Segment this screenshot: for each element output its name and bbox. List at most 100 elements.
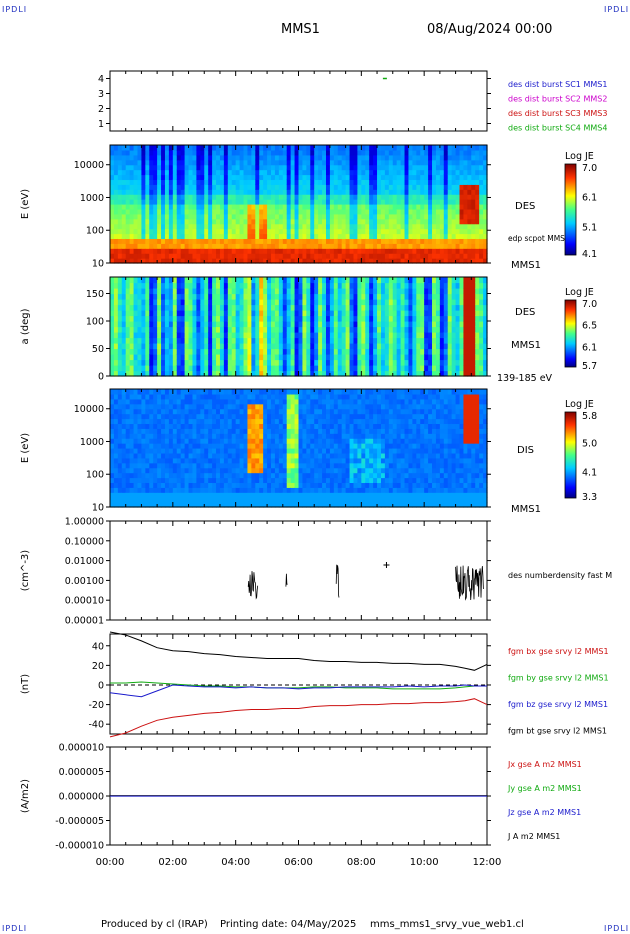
heatmap-cell <box>361 189 366 195</box>
heatmap-cell <box>306 370 311 377</box>
heatmap-cell <box>400 354 406 361</box>
heatmap-cell <box>380 208 386 215</box>
heatmap-cell <box>286 258 292 264</box>
heatmap-cell <box>365 359 370 366</box>
heatmap-cell <box>164 154 170 161</box>
heatmap-cell <box>231 248 237 254</box>
heatmap-cell <box>125 452 131 459</box>
heatmap-cell <box>212 482 217 488</box>
heatmap-cell <box>227 370 233 377</box>
heatmap-cell <box>188 238 194 244</box>
heatmap-cell <box>439 354 445 361</box>
heatmap-cell <box>325 359 331 366</box>
heatmap-cell <box>125 467 131 474</box>
heatmap-cell <box>113 418 119 425</box>
heatmap-cell <box>329 208 335 215</box>
heatmap-cell <box>428 343 433 350</box>
heatmap-cell <box>377 145 382 151</box>
heatmap-cell <box>145 398 150 405</box>
heatmap-cell <box>325 253 331 259</box>
heatmap-cell <box>325 293 331 300</box>
heatmap-cell <box>349 343 355 350</box>
heatmap-cell <box>216 315 221 322</box>
heatmap-cell <box>212 359 217 366</box>
heatmap-cell <box>404 218 410 225</box>
heatmap-cell <box>325 354 331 361</box>
heatmap-cell <box>384 326 390 333</box>
heatmap-cell <box>318 315 323 322</box>
heatmap-cell <box>168 310 174 317</box>
heatmap-cell <box>243 213 249 220</box>
heatmap-cell <box>255 199 260 205</box>
heatmap-cell <box>274 149 280 156</box>
heatmap-cell <box>235 189 241 195</box>
heatmap-cell <box>188 169 194 176</box>
heatmap-cell <box>113 326 119 333</box>
heatmap-cell <box>428 174 433 181</box>
heatmap-cell <box>408 154 413 161</box>
heatmap-cell <box>113 293 119 300</box>
heatmap-cell <box>388 354 394 361</box>
heatmap-cell <box>267 228 272 235</box>
heatmap-cell <box>392 213 398 220</box>
heatmap-cell <box>113 159 119 166</box>
heatmap-cell <box>294 149 300 156</box>
heatmap-cell <box>172 418 178 425</box>
heatmap-cell <box>392 238 398 244</box>
heatmap-cell <box>121 443 127 449</box>
heatmap-cell <box>243 299 249 306</box>
heatmap-cell <box>243 194 249 200</box>
heatmap-cell <box>471 164 476 171</box>
corner-label-bottom-right: IPDLI <box>604 924 630 933</box>
heatmap-cell <box>164 418 170 425</box>
heatmap-cell <box>447 169 453 176</box>
heatmap-cell <box>435 213 441 220</box>
heatmap-cell <box>353 343 359 350</box>
heatmap-cell <box>231 184 237 190</box>
heatmap-cell <box>455 208 461 215</box>
heatmap-cell <box>412 315 417 322</box>
heatmap-cell <box>247 213 252 220</box>
heatmap-cell <box>416 288 421 295</box>
heatmap-cell <box>161 159 166 166</box>
heatmap-cell <box>306 321 311 328</box>
heatmap-cell <box>168 408 174 415</box>
heatmap-cell <box>416 258 421 264</box>
heatmap-cell <box>216 149 221 156</box>
heatmap-cell <box>133 164 139 171</box>
heatmap-cell <box>282 293 288 300</box>
heatmap-cell <box>137 277 143 284</box>
heatmap-cell <box>455 348 461 355</box>
heatmap-cell <box>286 228 292 235</box>
heatmap-cell <box>432 164 437 171</box>
heatmap-cell <box>251 321 256 328</box>
heatmap-cell <box>113 218 119 225</box>
heatmap-cell <box>459 354 465 361</box>
heatmap-cell <box>424 218 429 225</box>
heatmap-cell <box>184 154 190 161</box>
heatmap-cell <box>318 304 323 311</box>
heatmap-cell <box>113 472 119 479</box>
heatmap-cell <box>219 288 225 295</box>
heatmap-cell <box>196 304 201 311</box>
heatmap-cell <box>259 248 264 254</box>
heatmap-cell <box>141 288 146 295</box>
heatmap-cell <box>373 149 378 156</box>
heatmap-cell <box>373 189 378 195</box>
heatmap-cell <box>267 304 272 311</box>
heatmap-cell <box>345 253 351 259</box>
heatmap-cell <box>113 277 119 284</box>
heatmap-cell <box>349 326 355 333</box>
heatmap-cell <box>428 184 433 190</box>
heatmap-cell <box>357 299 362 306</box>
heatmap-cell <box>204 467 209 474</box>
heatmap-cell <box>235 354 241 361</box>
heatmap-cell <box>172 433 178 439</box>
heatmap-cell <box>439 159 445 166</box>
heatmap-cell <box>467 277 472 284</box>
heatmap-cell <box>377 258 382 264</box>
heatmap-cell <box>404 332 410 339</box>
heatmap-cell <box>153 348 158 355</box>
heatmap-cell <box>483 223 488 230</box>
heatmap-cell <box>239 189 245 195</box>
